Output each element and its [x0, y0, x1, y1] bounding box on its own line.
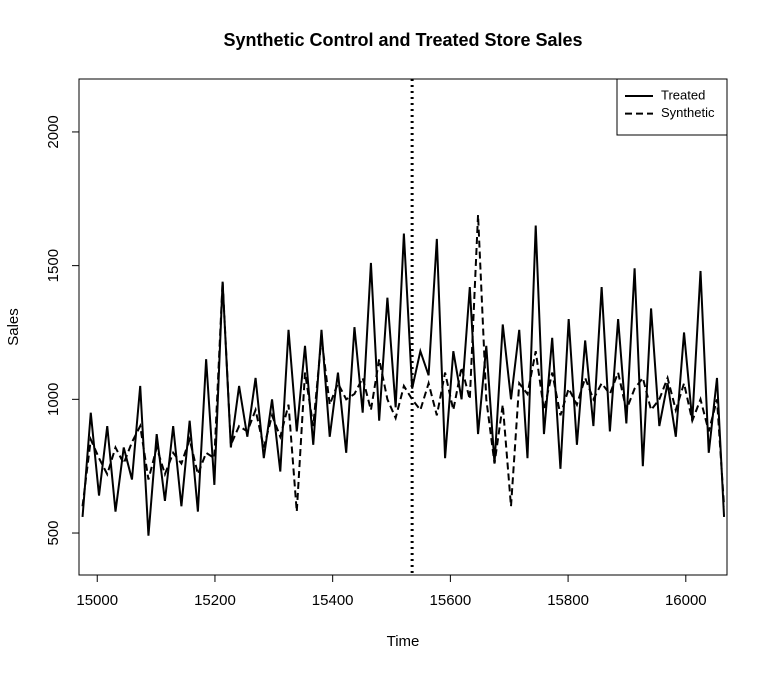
y-tick-label: 1000	[45, 383, 62, 416]
y-axis-label: Sales	[5, 308, 22, 346]
chart-title: Synthetic Control and Treated Store Sale…	[223, 30, 582, 50]
legend-box	[616, 78, 728, 136]
plot-box	[78, 78, 728, 576]
legend-label: Synthetic	[661, 105, 715, 120]
x-axis-label: Time	[387, 633, 420, 650]
x-tick-label: 15000	[76, 592, 118, 609]
legend-label: Treated	[661, 87, 705, 102]
x-tick-label: 15800	[547, 592, 589, 609]
x-tick-label: 15600	[430, 592, 472, 609]
series-line	[81, 214, 726, 512]
y-tick-label: 1500	[45, 249, 62, 282]
x-tick-label: 16000	[665, 592, 707, 609]
series-line	[81, 225, 726, 536]
x-tick-label: 15400	[312, 592, 354, 609]
y-tick-label: 500	[45, 521, 62, 546]
y-tick-label: 2000	[45, 115, 62, 148]
x-tick-label: 15200	[194, 592, 236, 609]
